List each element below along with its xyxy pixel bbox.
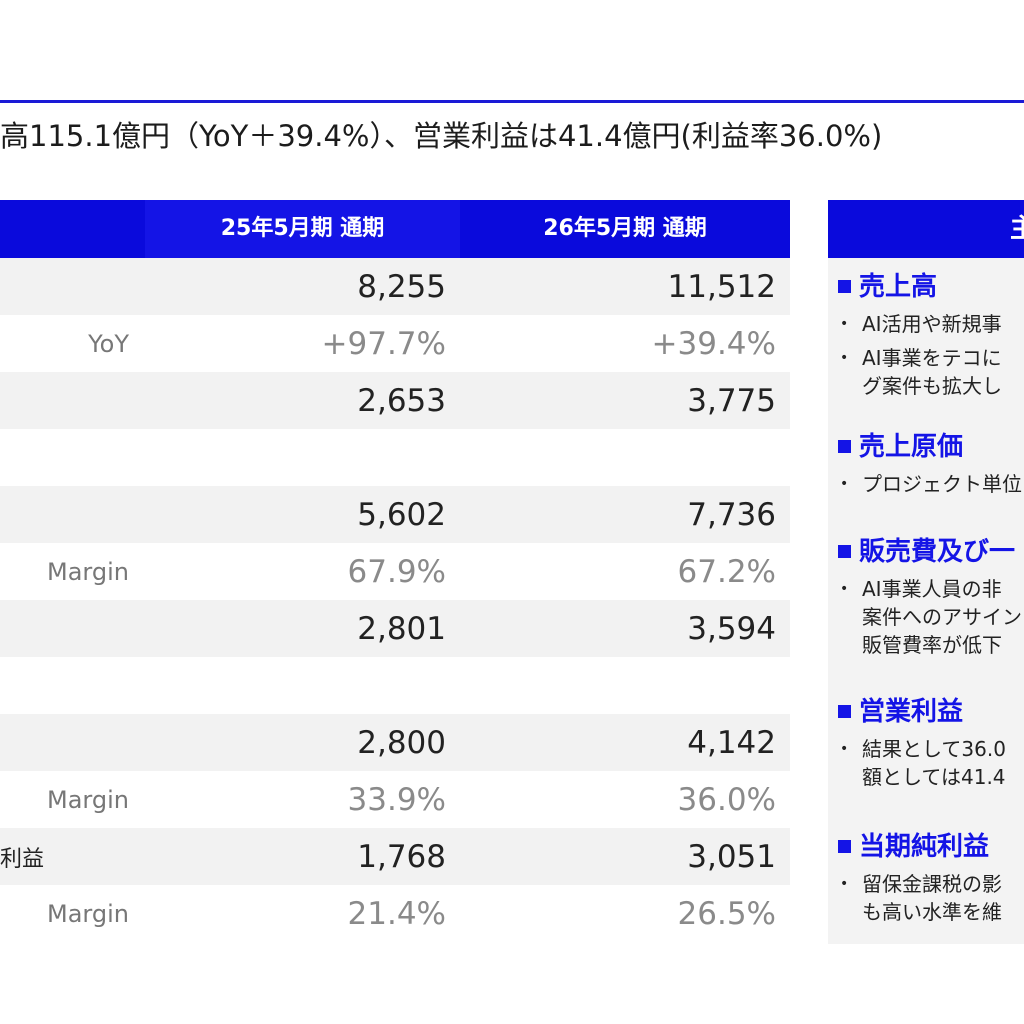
highlights-panel: 主 売上高 • AI活用や新規事 • AI事業をテコに グ案件も拡大し売上原価 • プロジェク… — [828, 200, 1024, 944]
value-fy25: 5,602 — [357, 496, 446, 533]
panel-section: 売上高 • AI活用や新規事 • AI事業をテコに グ案件も拡大し — [838, 270, 1024, 400]
bullet-item: • AI事業をテコに グ案件も拡大し — [838, 344, 1024, 400]
header-fy26: 26年5月期 通期 — [543, 216, 707, 241]
bullet-line: 留保金課税の影 — [862, 872, 1002, 896]
table-row: 利益 1,768 3,051 — [0, 828, 790, 885]
section-title: 当期純利益 — [838, 830, 1024, 864]
table-row: Margin 21.4% 26.5% — [0, 885, 790, 942]
bullet-line: 販管費率が低下 — [862, 633, 1002, 657]
bullet-item: • 結果として36.0 額としては41.4 — [838, 735, 1024, 791]
value-fy25: +97.7% — [321, 325, 446, 362]
bullet-line: 結果として36.0 — [862, 737, 1006, 761]
header-fy25: 25年5月期 通期 — [145, 200, 460, 258]
section-title-text: 売上高 — [859, 272, 938, 302]
bullet-dot-icon: • — [840, 741, 849, 757]
table-row: Margin 33.9% 36.0% — [0, 771, 790, 828]
section-title-text: 販売費及び一 — [859, 537, 1016, 567]
panel-section: 営業利益 • 結果として36.0 額としては41.4 — [838, 695, 1024, 791]
value-fy26: 11,512 — [667, 268, 776, 305]
value-fy25: 33.9% — [347, 781, 446, 818]
table-row: 5,602 7,736 — [0, 486, 790, 543]
section-title: 売上原価 — [838, 430, 1024, 464]
row-label: Margin — [47, 785, 129, 814]
value-fy25: 1,768 — [357, 838, 446, 875]
value-fy26: +39.4% — [651, 325, 776, 362]
value-fy26: 3,594 — [687, 610, 776, 647]
row-label: 利益 — [0, 846, 45, 872]
section-title: 販売費及び一 — [838, 535, 1024, 569]
value-fy25: 2,800 — [357, 724, 446, 761]
bullet-item: • プロジェクト単位 — [838, 470, 1024, 498]
section-title: 営業利益 — [838, 695, 1024, 729]
financial-table: 25年5月期 通期 26年5月期 通期 8,255 11,512 YoY +97.7%… — [0, 200, 790, 942]
bullet-line: グ案件も拡大し — [862, 374, 1002, 398]
square-bullet-icon — [838, 840, 851, 853]
value-fy26: 7,736 — [687, 496, 776, 533]
panel-section: 販売費及び一 • AI事業人員の非 案件へのアサイン 販管費率が低下 — [838, 535, 1024, 659]
table-row: 2,800 4,142 — [0, 714, 790, 771]
square-bullet-icon — [838, 440, 851, 453]
section-title-text: 売上原価 — [859, 432, 964, 462]
table-header: 25年5月期 通期 26年5月期 通期 — [0, 200, 790, 258]
bullet-line: 案件へのアサイン — [862, 605, 1022, 629]
value-fy26: 26.5% — [677, 895, 776, 932]
bullet-dot-icon: • — [840, 476, 849, 492]
table-row: 8,255 11,512 — [0, 258, 790, 315]
panel-section: 売上原価 • プロジェクト単位 — [838, 430, 1024, 498]
bullet-item: • AI事業人員の非 案件へのアサイン 販管費率が低下 — [838, 575, 1024, 659]
bullet-item: • 留保金課税の影 も高い水準を維 — [838, 870, 1024, 926]
bullet-line: AI事業人員の非 — [862, 577, 1002, 601]
value-fy26: 36.0% — [677, 781, 776, 818]
bullet-item: • AI活用や新規事 — [838, 310, 1024, 338]
value-fy26: 67.2% — [677, 553, 776, 590]
bullet-dot-icon: • — [840, 876, 849, 892]
table-row — [0, 657, 790, 714]
bullet-dot-icon: • — [840, 581, 849, 597]
header-label-cell — [0, 200, 145, 258]
table-row: Margin 67.9% 67.2% — [0, 543, 790, 600]
value-fy26: 4,142 — [687, 724, 776, 761]
value-fy25: 2,653 — [357, 382, 446, 419]
bullet-dot-icon: • — [840, 316, 849, 332]
bullet-dot-icon: • — [840, 350, 849, 366]
panel-section: 当期純利益 • 留保金課税の影 も高い水準を維 — [838, 830, 1024, 926]
row-label: Margin — [47, 899, 129, 928]
bullet-line: プロジェクト単位 — [862, 472, 1022, 496]
table-row: 2,801 3,594 — [0, 600, 790, 657]
row-label: YoY — [88, 329, 129, 358]
section-title: 売上高 — [838, 270, 1024, 304]
square-bullet-icon — [838, 545, 851, 558]
headline: 高115.1億円（YoY＋39.4%）、営業利益は41.4億円(利益率36.0%… — [0, 119, 883, 153]
table-body: 8,255 11,512 YoY +97.7% +39.4% 2,653 3,775 5,60… — [0, 258, 790, 942]
section-title-text: 当期純利益 — [859, 832, 990, 862]
value-fy26: 3,051 — [687, 838, 776, 875]
row-label: Margin — [47, 557, 129, 586]
table-row: YoY +97.7% +39.4% — [0, 315, 790, 372]
value-fy25: 8,255 — [357, 268, 446, 305]
bullet-line: AI事業をテコに — [862, 346, 1002, 370]
square-bullet-icon — [838, 705, 851, 718]
bullet-line: 額としては41.4 — [862, 765, 1006, 789]
bullet-line: も高い水準を維 — [862, 900, 1002, 924]
panel-header: 主 — [828, 200, 1024, 258]
top-rule — [0, 100, 1024, 103]
value-fy25: 67.9% — [347, 553, 446, 590]
value-fy26: 3,775 — [687, 382, 776, 419]
value-fy25: 21.4% — [347, 895, 446, 932]
square-bullet-icon — [838, 280, 851, 293]
section-title-text: 営業利益 — [859, 697, 964, 727]
table-row — [0, 429, 790, 486]
bullet-line: AI活用や新規事 — [862, 312, 1002, 336]
value-fy25: 2,801 — [357, 610, 446, 647]
table-row: 2,653 3,775 — [0, 372, 790, 429]
